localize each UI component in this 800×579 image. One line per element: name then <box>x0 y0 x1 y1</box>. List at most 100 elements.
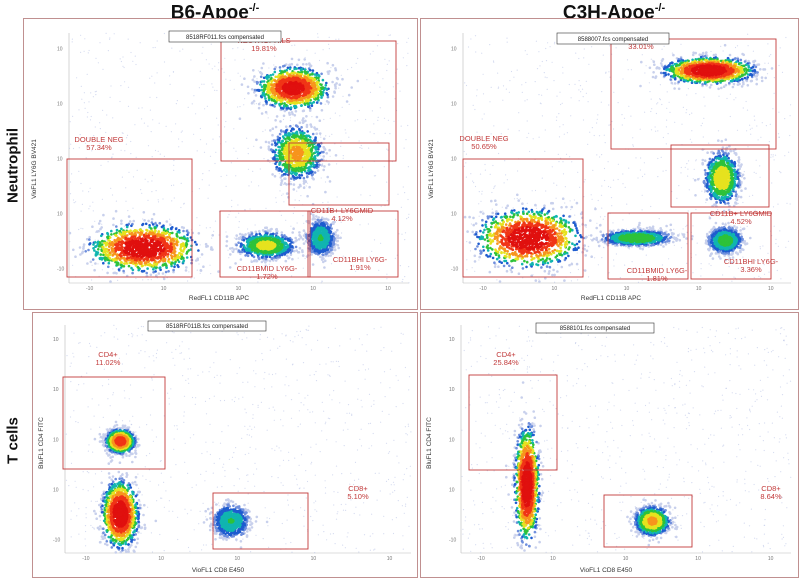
event-dot <box>84 107 86 109</box>
event-dot <box>174 227 178 231</box>
event-dot <box>300 104 303 107</box>
event-dot <box>120 60 122 63</box>
event-dot <box>301 63 305 66</box>
event-dot <box>300 126 303 129</box>
event-dot <box>169 254 173 257</box>
event-dot <box>198 87 200 89</box>
event-dot <box>301 238 305 241</box>
event-dot <box>384 91 386 93</box>
event-dot <box>301 121 305 124</box>
event-dot <box>125 234 129 237</box>
event-dot <box>383 117 386 119</box>
event-dot <box>111 194 114 196</box>
event-dot <box>127 210 129 212</box>
event-dot <box>273 151 277 154</box>
event-dot <box>123 66 125 69</box>
event-dot <box>179 247 182 251</box>
event-dot <box>329 117 331 119</box>
event-dot <box>270 256 274 260</box>
event-dot <box>250 88 254 91</box>
event-dot <box>169 218 171 220</box>
event-dot <box>267 141 271 144</box>
event-dot <box>309 212 313 215</box>
event-dot <box>289 151 293 155</box>
event-dot <box>320 72 323 76</box>
event-dot <box>290 181 292 183</box>
event-dot <box>170 227 173 231</box>
event-dot <box>196 257 199 260</box>
event-dot <box>197 232 201 235</box>
event-dot <box>377 116 379 118</box>
x-tick-label: 10 <box>385 286 391 292</box>
event-dot <box>280 231 284 234</box>
event-dot <box>301 254 305 257</box>
event-dot <box>176 264 179 267</box>
event-dot <box>283 237 287 241</box>
event-dot <box>78 147 80 149</box>
event-dot <box>331 133 333 135</box>
event-dot <box>105 239 108 241</box>
event-dot <box>283 183 285 186</box>
event-dot <box>253 77 255 79</box>
event-dot <box>130 140 132 143</box>
event-dot <box>267 117 269 119</box>
event-dot <box>313 171 317 174</box>
event-dot <box>338 38 340 40</box>
event-dot <box>234 262 237 265</box>
event-dot <box>255 259 258 262</box>
event-dot <box>156 231 158 233</box>
event-dot <box>115 225 118 228</box>
event-dot <box>235 247 238 251</box>
event-dot <box>387 119 389 121</box>
event-dot <box>113 33 115 35</box>
event-dot <box>86 262 89 265</box>
event-dot <box>231 199 233 201</box>
event-dot <box>171 47 173 49</box>
event-dot <box>285 68 289 72</box>
event-dot <box>369 53 371 55</box>
event-dot <box>311 73 314 76</box>
event-dot <box>253 75 256 78</box>
event-dot <box>254 230 258 234</box>
event-dot <box>280 179 284 182</box>
event-dot <box>138 107 140 109</box>
event-dot <box>218 234 220 236</box>
event-dot <box>237 72 239 74</box>
event-dot <box>254 224 256 226</box>
x-tick-label: -10 <box>86 286 93 292</box>
event-dot <box>227 216 229 218</box>
event-dot <box>127 251 131 255</box>
event-dot <box>80 51 82 54</box>
event-dot <box>242 48 244 50</box>
event-dot <box>376 45 379 47</box>
event-dot <box>144 178 146 180</box>
event-dot <box>262 80 266 83</box>
event-dot <box>260 66 264 70</box>
event-dot <box>155 190 157 192</box>
event-dot <box>284 137 287 141</box>
event-dot <box>384 58 386 60</box>
event-dot <box>233 237 235 239</box>
event-dot <box>209 155 212 157</box>
event-dot <box>142 218 144 220</box>
event-dot <box>98 241 102 245</box>
event-dot <box>342 95 344 97</box>
event-dot <box>96 243 100 246</box>
event-dot <box>146 263 150 266</box>
event-dot <box>141 118 143 120</box>
event-dot <box>96 251 100 254</box>
event-dot <box>294 199 296 201</box>
event-dot <box>298 231 301 234</box>
event-dot <box>135 156 137 158</box>
population-3 <box>225 226 304 268</box>
event-dot <box>175 103 177 105</box>
event-dot <box>161 272 165 275</box>
event-dot <box>252 255 256 259</box>
event-dot <box>246 85 250 89</box>
event-dot <box>293 114 297 117</box>
event-dot <box>115 256 118 260</box>
event-dot <box>140 269 144 273</box>
event-dot <box>164 274 166 276</box>
event-dot <box>260 112 264 115</box>
event-dot <box>182 229 185 233</box>
